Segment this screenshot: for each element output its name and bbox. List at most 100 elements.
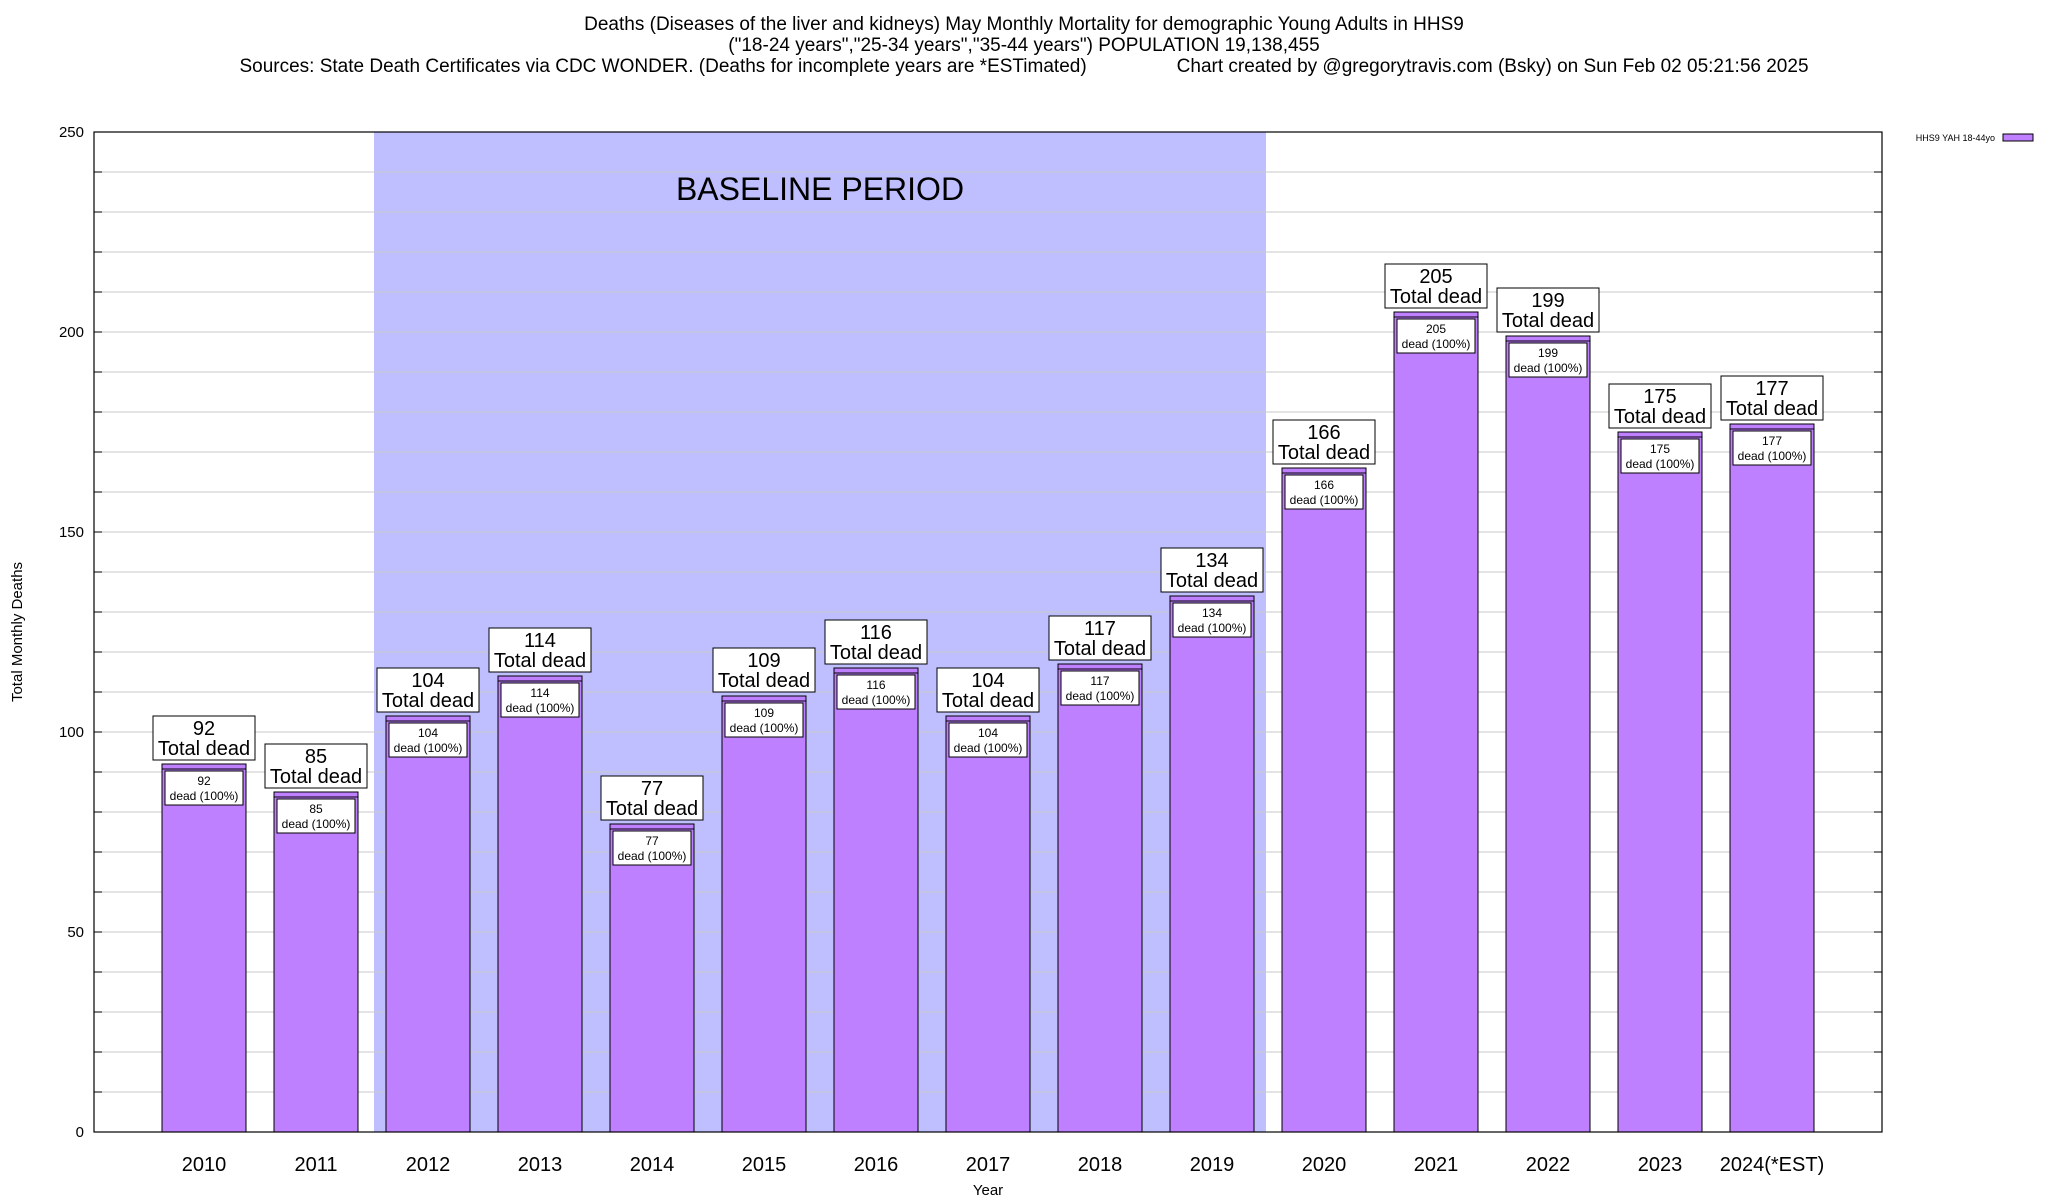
bar-top-total-label: Total dead — [606, 798, 698, 820]
bar-top-label-box — [152, 715, 256, 761]
bar-inner-value-label: 199 — [1538, 346, 1558, 360]
bar-top-total-label: Total dead — [382, 690, 474, 712]
bar-top-total-label: Total dead — [1278, 442, 1370, 464]
x-tick-label: 2018 — [1078, 1154, 1123, 1176]
bar-top-value-label: 114 — [524, 630, 556, 652]
bar-top-value-label: 85 — [305, 746, 327, 768]
bar-inner-label-box — [612, 830, 692, 866]
bar-inner-percent-label: dead (100%) — [1402, 337, 1471, 351]
bar-top-label-box — [1720, 375, 1824, 421]
bar — [273, 791, 359, 1133]
bar-top-label-box — [1272, 419, 1376, 465]
bar — [1729, 423, 1815, 1133]
y-tick-label: 50 — [67, 924, 84, 941]
bar-top-value-label: 92 — [193, 718, 215, 740]
chart-title: Deaths (Diseases of the liver and kidney… — [584, 14, 1464, 35]
x-tick-label: 2022 — [1526, 1154, 1571, 1176]
bar — [609, 823, 695, 1133]
bar-top-value-label: 109 — [747, 650, 780, 672]
bar — [945, 715, 1031, 1133]
bar — [1617, 431, 1703, 1133]
bar-inner-value-label: 166 — [1314, 478, 1334, 492]
bar-inner-percent-label: dead (100%) — [842, 693, 911, 707]
x-tick-label: 2021 — [1414, 1154, 1459, 1176]
bar-inner-label-box — [948, 722, 1028, 758]
bar — [721, 695, 807, 1133]
bar-top-label-box — [488, 627, 592, 673]
bar-top-total-label: Total dead — [1390, 286, 1482, 308]
chart-credit: Chart created by @gregorytravis.com (Bsk… — [1176, 56, 1809, 77]
bar-inner-value-label: 205 — [1426, 322, 1446, 336]
y-tick-label: 250 — [59, 124, 84, 141]
bar-top-label-box — [1384, 263, 1488, 309]
x-tick-label: 2010 — [182, 1154, 227, 1176]
bar-inner-percent-label: dead (100%) — [618, 849, 687, 863]
bar-inner-label-box — [276, 798, 356, 834]
bar-inner-percent-label: dead (100%) — [1290, 493, 1359, 507]
bar-inner-value-label: 85 — [309, 802, 323, 816]
bar-top-value-label: 116 — [860, 622, 892, 644]
x-tick-label: 2020 — [1302, 1154, 1347, 1176]
y-tick-label: 0 — [76, 1124, 84, 1141]
bar-inner-value-label: 134 — [1202, 606, 1222, 620]
x-tick-label: 2014 — [630, 1154, 675, 1176]
bar-inner-label-box — [1508, 342, 1588, 378]
bar-top-value-label: 177 — [1755, 378, 1788, 400]
bar-inner-label-box — [724, 702, 804, 738]
bar — [1505, 335, 1591, 1133]
chart-title-block: Deaths (Diseases of the liver and kidney… — [0, 14, 2048, 77]
x-tick-label: 2024(*EST) — [1720, 1154, 1825, 1176]
x-tick-label: 2017 — [966, 1154, 1011, 1176]
bar-inner-label-box — [1060, 670, 1140, 706]
bar-top-total-label: Total dead — [1166, 570, 1258, 592]
bar-inner-value-label: 116 — [866, 678, 885, 692]
bar-inner-value-label: 92 — [197, 774, 211, 788]
x-tick-label: 2016 — [854, 1154, 899, 1176]
chart-subtitle: ("18-24 years","25-34 years","35-44 year… — [728, 35, 1320, 56]
bar-inner-value-label: 117 — [1090, 674, 1109, 688]
bar-top-label-box — [1160, 547, 1264, 593]
bar-top-value-label: 166 — [1307, 422, 1340, 444]
bar-inner-value-label: 104 — [418, 726, 438, 740]
x-tick-label: 2023 — [1638, 1154, 1683, 1176]
bar — [385, 715, 471, 1133]
x-tick-label: 2013 — [518, 1154, 563, 1176]
legend-label: HHS9 YAH 18-44yo — [1916, 133, 1995, 143]
bar-inner-percent-label: dead (100%) — [282, 817, 351, 831]
bar-top-total-label: Total dead — [718, 670, 810, 692]
bar — [1281, 467, 1367, 1133]
bar-top-value-label: 104 — [971, 670, 1004, 692]
bar — [161, 763, 247, 1133]
bar — [1393, 311, 1479, 1133]
bar-top-value-label: 134 — [1195, 550, 1228, 572]
bar — [833, 667, 919, 1133]
bar-inner-percent-label: dead (100%) — [1738, 449, 1807, 463]
bar-inner-value-label: 104 — [978, 726, 998, 740]
bar-inner-percent-label: dead (100%) — [730, 721, 799, 735]
bar-top-value-label: 175 — [1643, 386, 1676, 408]
bar-inner-percent-label: dead (100%) — [1626, 457, 1695, 471]
chart-sources: Sources: State Death Certificates via CD… — [239, 56, 1087, 77]
bar-top-label-box — [936, 667, 1040, 713]
bar-inner-label-box — [1284, 474, 1364, 510]
bar-top-label-box — [1496, 287, 1600, 333]
bar-inner-percent-label: dead (100%) — [394, 741, 463, 755]
bar-top-label-box — [1048, 615, 1152, 661]
baseline-period-label: BASELINE PERIOD — [676, 171, 964, 207]
bar-inner-label-box — [1396, 318, 1476, 354]
bar-inner-label-box — [1732, 430, 1812, 466]
bar — [1057, 663, 1143, 1133]
y-tick-label: 150 — [59, 524, 84, 541]
bar-inner-percent-label: dead (100%) — [1178, 621, 1247, 635]
bar-inner-percent-label: dead (100%) — [506, 701, 575, 715]
bar-top-total-label: Total dead — [158, 738, 250, 760]
bar-top-label-box — [264, 743, 368, 789]
bar-top-value-label: 77 — [641, 778, 663, 800]
chart-source-credit-line: Sources: State Death Certificates via CD… — [0, 56, 2048, 77]
plot-border — [93, 131, 1883, 1133]
bar-inner-percent-label: dead (100%) — [1514, 361, 1583, 375]
bar-top-label-box — [1608, 383, 1712, 429]
bar-top-total-label: Total dead — [494, 650, 586, 672]
